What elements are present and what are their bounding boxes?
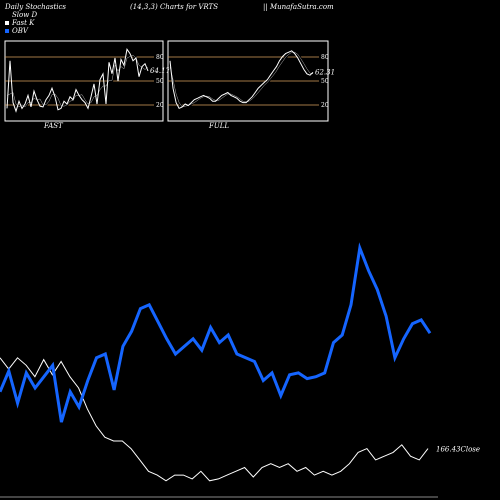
fast-fast-k-line [6, 48, 149, 113]
fast-tick-label-50: 50 [156, 78, 164, 85]
chart-title-left: Daily Stochastics [5, 3, 67, 11]
legend-label: Fast K [12, 19, 35, 27]
legend-item-fast-k: Fast K [5, 19, 37, 27]
legend-label: Slow D [12, 11, 38, 19]
full-slow-d-line [168, 50, 314, 109]
full-tick-label-50: 50 [321, 78, 329, 85]
site-credit: || MunafaSutra.com [263, 3, 334, 11]
fast-tick-label-20: 20 [156, 102, 164, 109]
full-fast-k-line [169, 50, 314, 110]
fast-panel-label: FAST [44, 122, 63, 130]
legend-swatch [5, 21, 9, 25]
fast-last-value-label: 64.17 [150, 67, 171, 75]
full-tick-label-20: 20 [321, 102, 329, 109]
legend-swatch [5, 13, 9, 17]
obv-line [0, 242, 432, 423]
price-line [0, 357, 429, 482]
legend-label: OBV [12, 27, 28, 35]
full-slow-d-outline [169, 51, 314, 108]
close-value-label: 166.43Close [436, 446, 480, 454]
legend: Slow D Fast K OBV [5, 11, 37, 35]
fast-slow-d-outline [6, 54, 149, 108]
full-panel-label: FULL [209, 122, 230, 130]
legend-item-obv: OBV [5, 27, 37, 35]
full-tick-label-80: 80 [321, 54, 329, 61]
fast-tick-label-80: 80 [156, 54, 164, 61]
legend-swatch [5, 29, 9, 33]
legend-item-slow-d: Slow D [5, 11, 37, 19]
full-last-value-label: 62.31 [315, 68, 335, 76]
chart-title-middle: (14,3,3) Charts for VRTS [130, 3, 219, 11]
